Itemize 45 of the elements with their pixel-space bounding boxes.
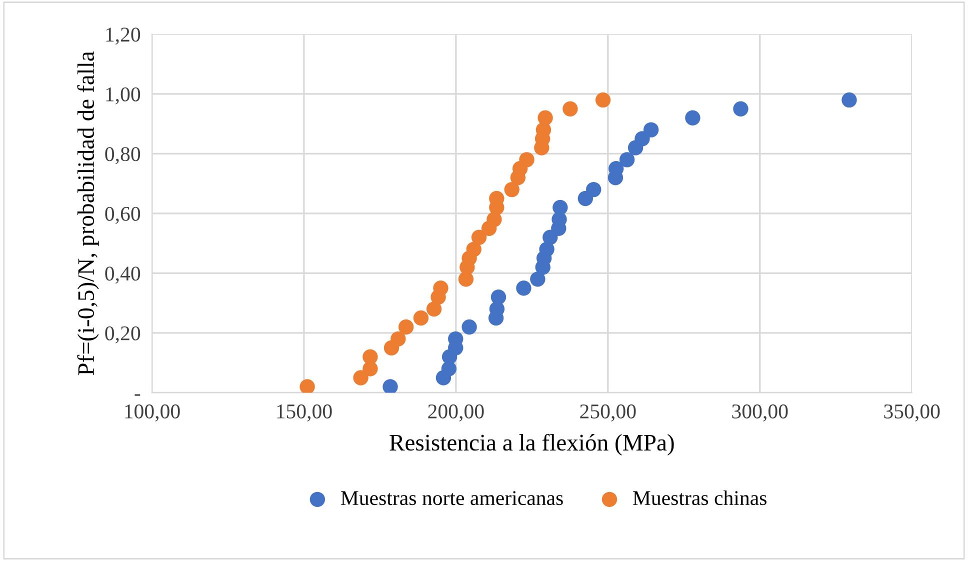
point [462,319,477,335]
point [538,110,553,126]
y-tick-label: 1,00 [106,87,140,104]
point [504,182,520,198]
x-axis-title: Resistencia a la flexión (MPa) [390,434,674,456]
point [519,152,534,168]
point [382,379,398,393]
point [466,242,482,257]
point [552,200,568,216]
x-tick-label: 200,00 [428,404,484,422]
point [595,92,611,108]
x-tick-label: 150,00 [277,404,332,422]
point [362,349,378,364]
point [433,280,448,296]
point [619,152,635,168]
y-tick-label: 0,20 [105,326,140,344]
point [586,182,602,198]
point [516,280,532,296]
point [530,272,546,287]
point [300,379,315,393]
y-tick-label: 0,40 [105,266,140,284]
point [842,92,857,108]
point [390,331,406,347]
y-axis-title: Pf=(i-0,5)/N, probabilidad de falla [77,51,99,376]
point [634,131,650,146]
legend-label: Muestras chinas [633,490,766,506]
point [562,101,578,117]
legend-label: Muestras norte americanas [340,491,563,506]
y-tick-label: - [134,394,140,396]
point [426,301,442,317]
point [398,319,414,335]
point [490,290,506,305]
point [685,110,700,126]
x-tick-label: 350,00 [884,404,940,422]
point [353,370,368,386]
x-tick-label: 300,00 [732,404,788,422]
point [643,122,659,138]
x-tick-label: 250,00 [580,404,636,422]
y-tick-label: 0,80 [105,147,140,164]
point [413,310,429,326]
x-tick-label: 100,00 [125,404,180,422]
point [471,230,487,245]
y-tick-label: 1,20 [106,28,140,45]
y-tick-label: 0,60 [105,206,140,224]
point [733,101,748,117]
